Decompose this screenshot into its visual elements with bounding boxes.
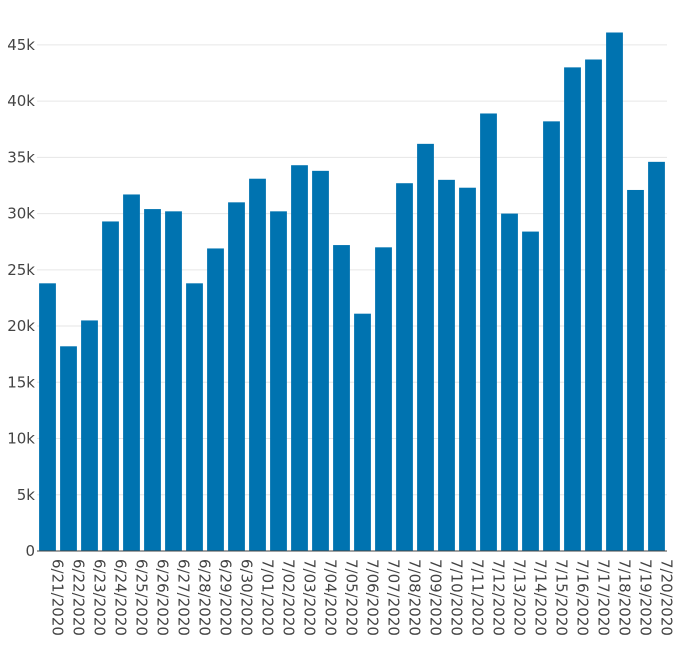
y-tick-label: 20k — [7, 317, 35, 335]
bar — [375, 247, 392, 552]
bar — [522, 231, 539, 551]
x-tick-label: 7/19/2020 — [637, 559, 655, 636]
x-tick-label: 7/13/2020 — [511, 559, 529, 636]
bars — [39, 32, 665, 552]
x-tick-label: 6/27/2020 — [175, 559, 193, 636]
x-tick-label: 6/21/2020 — [49, 559, 67, 636]
bar — [186, 283, 203, 551]
y-tick-label: 10k — [7, 430, 35, 448]
y-tick-labels: 0 5k 10k 15k 20k 25k 30k 35k 40k 45k — [7, 36, 35, 560]
bar — [312, 170, 329, 551]
grid-lines — [37, 44, 667, 496]
x-tick-label: 7/14/2020 — [532, 559, 550, 636]
x-tick-label: 7/06/2020 — [364, 559, 382, 636]
x-tick-label: 7/04/2020 — [322, 559, 340, 636]
x-tick-label: 7/11/2020 — [469, 559, 487, 636]
bar — [123, 194, 140, 552]
bar — [270, 211, 287, 551]
bar — [606, 32, 623, 552]
bar — [459, 187, 476, 551]
bar — [564, 67, 581, 551]
y-tick-label: 35k — [7, 148, 35, 166]
x-tick-label: 7/03/2020 — [301, 559, 319, 636]
x-tick-label: 7/09/2020 — [427, 559, 445, 636]
x-tick-labels: 6/21/2020 6/22/2020 6/23/2020 6/24/2020 6/25… — [49, 559, 676, 636]
bar — [543, 121, 560, 551]
x-tick-label: 6/24/2020 — [112, 559, 130, 636]
y-tick-label: 5k — [17, 486, 36, 504]
bar — [249, 178, 266, 551]
bar — [648, 161, 665, 551]
x-tick-label: 7/01/2020 — [259, 559, 277, 636]
bar — [480, 113, 497, 552]
bar — [354, 313, 371, 551]
x-tick-label: 6/30/2020 — [238, 559, 256, 636]
bar — [165, 211, 182, 551]
x-tick-label: 6/25/2020 — [133, 559, 151, 636]
x-tick-label: 7/15/2020 — [553, 559, 571, 636]
x-tick-label: 6/28/2020 — [196, 559, 214, 636]
bar — [396, 183, 413, 552]
y-tick-label: 15k — [7, 373, 35, 391]
y-tick-label: 40k — [7, 92, 35, 110]
x-tick-label: 6/22/2020 — [70, 559, 88, 636]
x-tick-label: 7/20/2020 — [658, 559, 676, 636]
bar — [144, 209, 161, 551]
bar — [627, 189, 644, 551]
x-tick-label: 7/07/2020 — [385, 559, 403, 636]
bar — [81, 320, 98, 551]
bar — [39, 283, 56, 551]
y-tick-label: 25k — [7, 261, 35, 279]
x-tick-label: 6/26/2020 — [154, 559, 172, 636]
x-tick-label: 7/18/2020 — [616, 559, 634, 636]
y-tick-label: 45k — [7, 36, 35, 54]
x-tick-label: 7/12/2020 — [490, 559, 508, 636]
bar — [102, 221, 119, 551]
x-tick-label: 6/23/2020 — [91, 559, 109, 636]
bar — [585, 59, 602, 552]
bar — [438, 179, 455, 551]
bar — [333, 245, 350, 551]
bar — [60, 346, 77, 551]
bar — [417, 143, 434, 552]
bar — [228, 202, 245, 552]
bar — [207, 248, 224, 551]
y-tick-label: 30k — [7, 205, 35, 223]
x-tick-label: 7/08/2020 — [406, 559, 424, 636]
y-tick-label: 0 — [25, 542, 35, 560]
x-tick-label: 7/02/2020 — [280, 559, 298, 636]
bar — [501, 213, 518, 552]
x-tick-label: 7/17/2020 — [595, 559, 613, 636]
bar — [291, 165, 308, 551]
x-tick-label: 7/10/2020 — [448, 559, 466, 636]
x-tick-label: 7/05/2020 — [343, 559, 361, 636]
x-tick-label: 6/29/2020 — [217, 559, 235, 636]
x-tick-label: 7/16/2020 — [574, 559, 592, 636]
